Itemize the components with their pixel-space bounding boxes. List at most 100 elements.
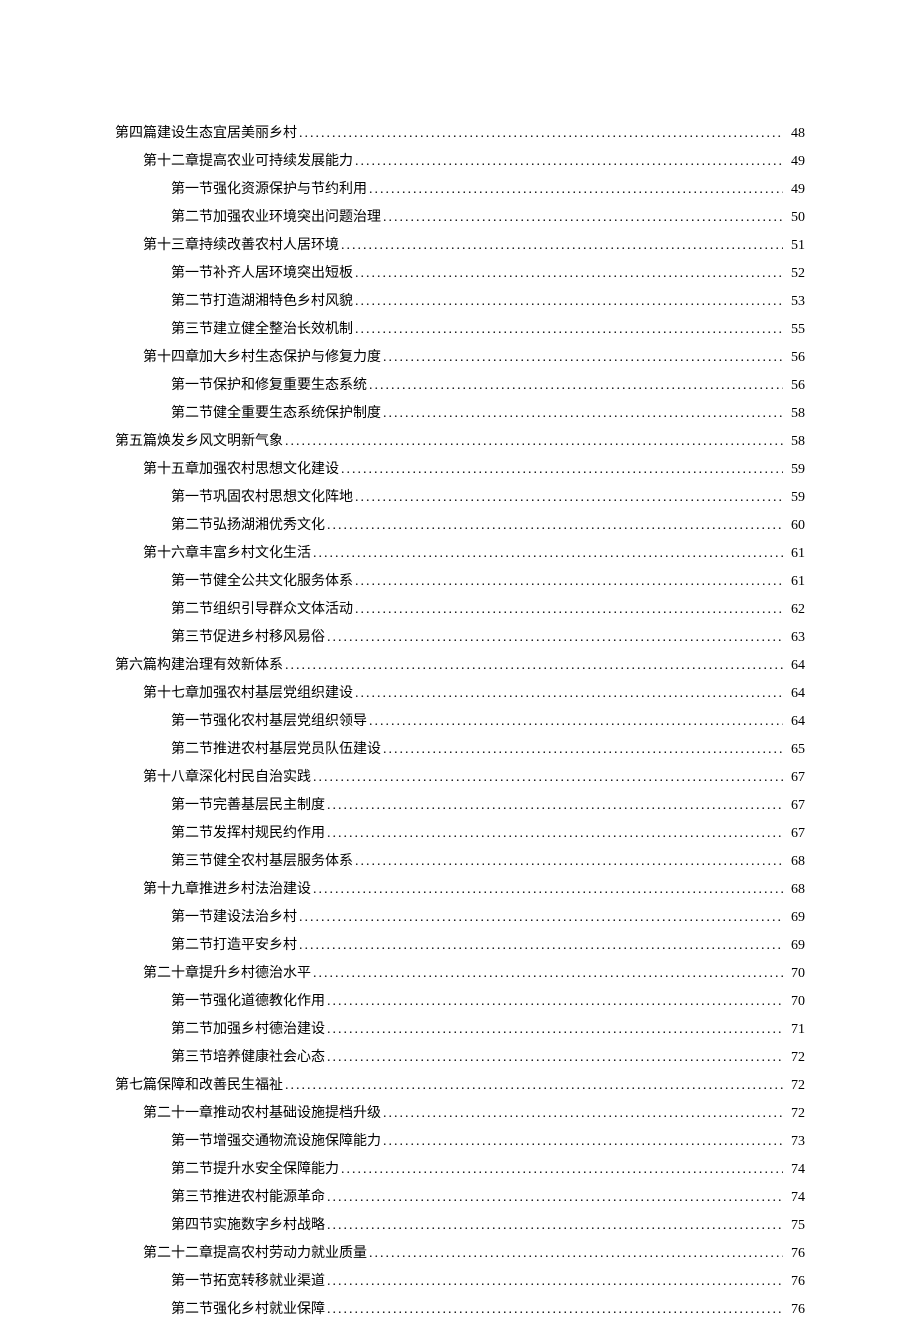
toc-entry-page: 68: [785, 848, 805, 876]
toc-entry-page: 49: [785, 148, 805, 176]
toc-entry-leader-dots: [299, 120, 783, 148]
toc-entry-page: 76: [785, 1296, 805, 1324]
toc-entry: 第二节组织引导群众文体活动62: [115, 596, 805, 624]
toc-entry-page: 65: [785, 736, 805, 764]
toc-entry-leader-dots: [383, 1128, 783, 1156]
toc-entry-page: 49: [785, 176, 805, 204]
toc-entry-page: 53: [785, 288, 805, 316]
toc-entry-page: 58: [785, 428, 805, 456]
toc-entry: 第二节提升水安全保障能力74: [115, 1156, 805, 1184]
toc-entry-leader-dots: [383, 400, 783, 428]
toc-entry-leader-dots: [355, 316, 783, 344]
toc-entry-title: 第三节推进农村能源革命: [171, 1184, 325, 1212]
toc-entry-page: 72: [785, 1072, 805, 1100]
toc-entry-page: 72: [785, 1100, 805, 1128]
toc-entry-title: 第二节组织引导群众文体活动: [171, 596, 353, 624]
toc-entry-page: 70: [785, 988, 805, 1016]
toc-entry-leader-dots: [383, 1100, 783, 1128]
toc-entry-leader-dots: [383, 344, 783, 372]
toc-entry-title: 第三节建立健全整治长效机制: [171, 316, 353, 344]
toc-entry-leader-dots: [327, 1044, 783, 1072]
toc-entry-title: 第一节巩固农村思想文化阵地: [171, 484, 353, 512]
toc-entry-title: 第二十章提升乡村德治水平: [143, 960, 311, 988]
toc-entry-page: 61: [785, 540, 805, 568]
toc-entry-leader-dots: [341, 456, 783, 484]
toc-entry: 第三节推进农村能源革命 74: [115, 1184, 805, 1212]
toc-entry-page: 64: [785, 708, 805, 736]
toc-entry-page: 69: [785, 904, 805, 932]
toc-entry: 第一节保护和修复重要生态系统56: [115, 372, 805, 400]
toc-entry-page: 67: [785, 764, 805, 792]
toc-entry: 第四节实施数字乡村战略75: [115, 1212, 805, 1240]
toc-entry-leader-dots: [355, 680, 783, 708]
toc-entry-title: 第三节培养健康社会心态: [171, 1044, 325, 1072]
toc-entry-page: 55: [785, 316, 805, 344]
toc-entry-page: 74: [785, 1156, 805, 1184]
toc-entry-title: 第三节健全农村基层服务体系: [171, 848, 353, 876]
toc-entry-leader-dots: [327, 1212, 783, 1240]
toc-entry-title: 第六篇构建治理有效新体系: [115, 652, 283, 680]
toc-entry-leader-dots: [327, 1268, 783, 1296]
toc-entry-page: 58: [785, 400, 805, 428]
toc-entry: 第一节完善基层民主制度67: [115, 792, 805, 820]
toc-entry-title: 第二节推进农村基层党员队伍建设: [171, 736, 381, 764]
toc-entry-page: 68: [785, 876, 805, 904]
toc-entry: 第十三章持续改善农村人居环境51: [115, 232, 805, 260]
toc-entry-leader-dots: [355, 596, 783, 624]
toc-entry-title: 第十七章加强农村基层党组织建设: [143, 680, 353, 708]
toc-entry: 第一节巩固农村思想文化阵地 59: [115, 484, 805, 512]
toc-entry-leader-dots: [383, 736, 783, 764]
toc-entry-leader-dots: [327, 624, 783, 652]
toc-entry-leader-dots: [355, 148, 783, 176]
toc-entry: 第十七章加强农村基层党组织建设64: [115, 680, 805, 708]
toc-entry: 第二节打造平安乡村 69: [115, 932, 805, 960]
toc-entry-leader-dots: [285, 428, 783, 456]
toc-entry-leader-dots: [285, 1072, 783, 1100]
toc-entry: 第十二章提高农业可持续发展能力49: [115, 148, 805, 176]
toc-entry-title: 第一节补齐人居环境突出短板: [171, 260, 353, 288]
toc-entry-title: 第十九章推进乡村法治建设: [143, 876, 311, 904]
toc-entry: 第二节加强乡村德治建设71: [115, 1016, 805, 1044]
toc-entry-page: 60: [785, 512, 805, 540]
toc-entry: 第三节培养健康社会心态72: [115, 1044, 805, 1072]
toc-entry-page: 52: [785, 260, 805, 288]
toc-entry: 第二节弘扬湖湘优秀文化60: [115, 512, 805, 540]
toc-entry-title: 第一节强化道德教化作用: [171, 988, 325, 1016]
toc-entry: 第一节健全公共文化服务体系61: [115, 568, 805, 596]
toc-entry-leader-dots: [355, 260, 783, 288]
toc-entry: 第三节促进乡村移风易俗63: [115, 624, 805, 652]
toc-entry-leader-dots: [313, 876, 783, 904]
toc-entry-title: 第一节强化农村基层党组织领导: [171, 708, 367, 736]
toc-entry: 第一节强化资源保护与节约利用49: [115, 176, 805, 204]
toc-entry-leader-dots: [327, 1184, 783, 1212]
toc-entry-leader-dots: [369, 372, 783, 400]
toc-entry-leader-dots: [285, 652, 783, 680]
toc-entry: 第一节强化道德教化作用 70: [115, 988, 805, 1016]
toc-entry-page: 70: [785, 960, 805, 988]
toc-entry-page: 67: [785, 820, 805, 848]
toc-entry-leader-dots: [341, 1156, 783, 1184]
toc-entry-leader-dots: [369, 708, 783, 736]
toc-entry-title: 第一节增强交通物流设施保障能力: [171, 1128, 381, 1156]
toc-entry-leader-dots: [341, 232, 783, 260]
toc-entry-leader-dots: [369, 1240, 783, 1268]
toc-entry-page: 71: [785, 1016, 805, 1044]
toc-entry-title: 第四篇建设生态宜居美丽乡村: [115, 120, 297, 148]
toc-entry: 第三节建立健全整治长效机制 55: [115, 316, 805, 344]
toc-entry-title: 第一节保护和修复重要生态系统: [171, 372, 367, 400]
toc-entry-leader-dots: [355, 484, 783, 512]
toc-entry-page: 69: [785, 932, 805, 960]
toc-entry-page: 59: [785, 484, 805, 512]
toc-entry-leader-dots: [383, 204, 783, 232]
toc-entry-leader-dots: [299, 904, 783, 932]
toc-entry: 第一节拓宽转移就业渠道76: [115, 1268, 805, 1296]
toc-entry-title: 第一节健全公共文化服务体系: [171, 568, 353, 596]
toc-entry-leader-dots: [313, 540, 783, 568]
toc-entry-leader-dots: [369, 176, 783, 204]
toc-entry-page: 50: [785, 204, 805, 232]
toc-entry: 第二节健全重要生态系统保护制度58: [115, 400, 805, 428]
toc-entry: 第一节增强交通物流设施保障能力73: [115, 1128, 805, 1156]
toc-entry-page: 74: [785, 1184, 805, 1212]
toc-entry-title: 第二节打造平安乡村: [171, 932, 297, 960]
toc-entry: 第一节强化农村基层党组织领导 64: [115, 708, 805, 736]
